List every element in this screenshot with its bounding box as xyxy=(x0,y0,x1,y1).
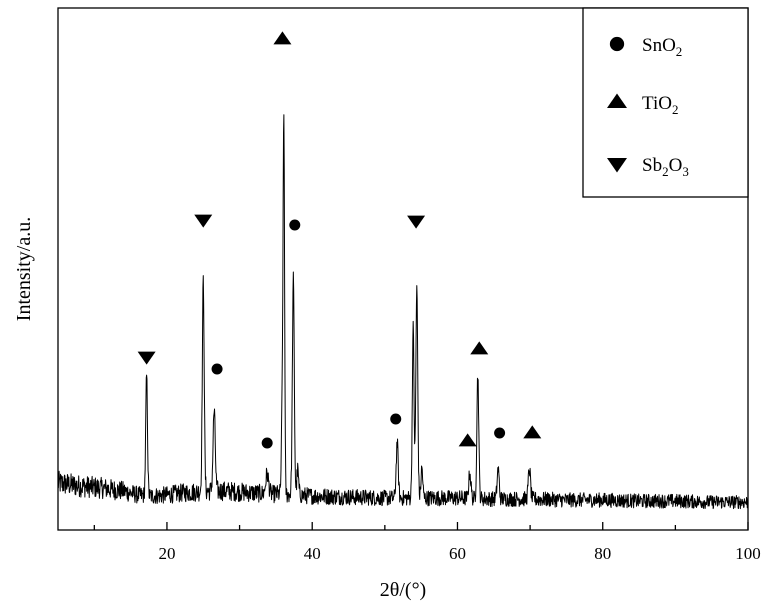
legend-box xyxy=(582,7,749,198)
x-tick-label: 80 xyxy=(594,544,611,563)
peak-marker-triangle-up-9 xyxy=(470,341,489,355)
y-axis-label: Intensity/a.u. xyxy=(13,217,35,321)
x-tick-label: 40 xyxy=(304,544,321,563)
peak-marker-circle-2 xyxy=(211,363,223,375)
x-axis-label: 2θ/(°) xyxy=(380,579,426,601)
peak-marker-triangle-down-7 xyxy=(407,215,426,229)
legend-marker-triangle-down xyxy=(607,158,627,173)
peak-marker-circle-5 xyxy=(289,219,301,231)
x-tick-label: 100 xyxy=(735,544,761,563)
peak-marker-triangle-down-0 xyxy=(137,351,156,365)
legend-label: Sb2O3 xyxy=(642,155,689,179)
xrd-pattern-line xyxy=(57,114,749,510)
legend-label: SnO2 xyxy=(642,35,682,59)
pattern-trace-layer xyxy=(57,114,749,510)
legend-marker-triangle-up xyxy=(607,93,627,108)
peak-marker-triangle-down-1 xyxy=(194,214,213,228)
legend-label: TiO2 xyxy=(642,93,678,117)
peak-marker-triangle-up-4 xyxy=(273,31,292,45)
x-tick-label: 60 xyxy=(449,544,466,563)
plot-frame xyxy=(57,7,749,531)
peak-marker-layer xyxy=(137,31,542,449)
peak-marker-circle-3 xyxy=(261,437,273,449)
legend: SnO2 TiO2 Sb2O3 xyxy=(582,7,749,198)
peak-marker-triangle-up-8 xyxy=(458,433,477,447)
x-tick-label: 20 xyxy=(158,544,175,563)
peak-marker-circle-10 xyxy=(494,427,506,439)
legend-marker-circle xyxy=(609,36,625,52)
peak-marker-triangle-up-11 xyxy=(523,425,542,439)
x-axis: 20 40 60 80 100 xyxy=(93,522,761,563)
peak-marker-circle-6 xyxy=(390,413,402,425)
